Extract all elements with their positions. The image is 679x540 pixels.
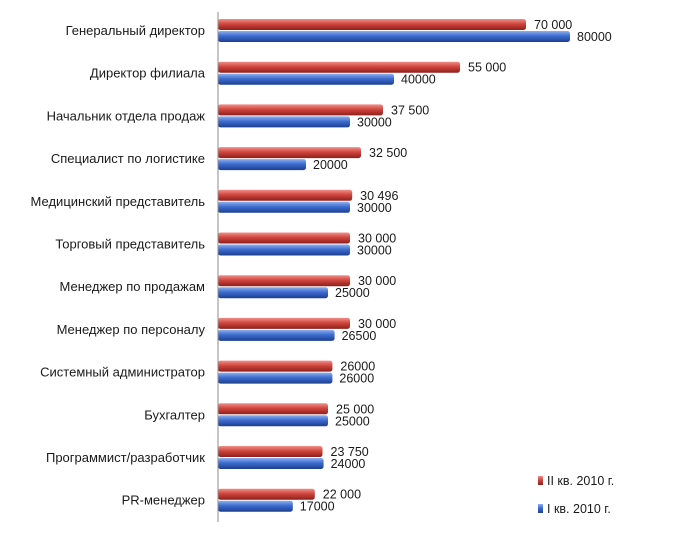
value-label-q2: 25 000 <box>336 402 374 416</box>
bar-q2 <box>218 104 383 116</box>
value-label-q1: 17000 <box>300 500 335 514</box>
value-label-q1: 25000 <box>335 286 370 300</box>
value-label-q2: 26000 <box>340 360 375 374</box>
bar-q1 <box>218 31 570 42</box>
legend-swatch-q2 <box>538 476 543 485</box>
category-label: Менеджер по персоналу <box>57 322 206 337</box>
value-label-q2: 22 000 <box>323 488 361 502</box>
plot-area: Генеральный директор 70 000 80000 Директор … <box>31 18 612 514</box>
bar-q2 <box>218 446 323 457</box>
value-label-q1: 80000 <box>577 30 612 44</box>
category-label: Специалист по логистике <box>51 151 205 166</box>
value-label-q2: 30 000 <box>358 274 396 288</box>
bar-q2 <box>218 403 328 415</box>
value-label-q1: 20000 <box>313 158 348 172</box>
category-label: Торговый представитель <box>55 237 205 252</box>
bar-q2 <box>218 147 361 159</box>
value-label-q2: 37 500 <box>391 103 429 117</box>
legend-swatch-q1 <box>538 504 543 513</box>
category-label: Системный администратор <box>40 365 205 380</box>
value-label-q1: 24000 <box>331 457 366 471</box>
value-label-q2: 32 500 <box>369 146 407 160</box>
bar-q2 <box>218 19 526 30</box>
bar-q1 <box>218 500 293 512</box>
value-label-q1: 30000 <box>357 115 392 129</box>
value-label-q1: 30000 <box>357 201 392 215</box>
bar-q2 <box>218 189 353 201</box>
value-label-q1: 25000 <box>335 414 370 428</box>
legend-label-q2: II кв. 2010 г. <box>547 474 614 488</box>
category-label: Программист/разработчик <box>46 450 205 465</box>
bar-q2 <box>218 275 350 287</box>
value-label-q1: 30000 <box>357 244 392 258</box>
bar-q2 <box>218 488 315 500</box>
bar-q2 <box>218 232 350 244</box>
category-label: Менеджер по продажам <box>60 279 206 294</box>
category-label: PR-менеджер <box>122 493 205 508</box>
bar-q1 <box>218 372 333 384</box>
category-label: Бухгалтер <box>144 407 205 422</box>
bar-q2 <box>218 61 460 73</box>
value-label-q2: 30 000 <box>358 317 396 331</box>
value-label-q1: 40000 <box>401 73 436 87</box>
bar-q2 <box>218 360 333 372</box>
bar-q1 <box>218 329 335 341</box>
bar-q2 <box>218 317 350 329</box>
bar-q1 <box>218 244 350 256</box>
value-label-q2: 55 000 <box>468 61 506 75</box>
legend-label-q1: I кв. 2010 г. <box>547 502 611 516</box>
legend: II кв. 2010 г. I кв. 2010 г. <box>538 474 614 516</box>
bar-q1 <box>218 159 306 171</box>
category-label: Начальник отдела продаж <box>47 108 206 123</box>
bar-q1 <box>218 116 350 128</box>
bar-q1 <box>218 73 394 85</box>
category-label: Генеральный директор <box>66 23 205 38</box>
value-label-q2: 30 496 <box>360 189 398 203</box>
value-label-q1: 26500 <box>342 329 377 343</box>
value-label-q1: 26000 <box>339 372 374 386</box>
bar-q1 <box>218 415 328 427</box>
bar-q1 <box>218 201 350 213</box>
value-label-q2: 23 750 <box>331 445 369 459</box>
category-label: Директор филиала <box>90 66 206 81</box>
value-label-q2: 30 000 <box>358 232 396 246</box>
bar-q1 <box>218 287 328 299</box>
bar-q1 <box>218 458 324 469</box>
category-label: Медицинский представитель <box>31 194 206 209</box>
value-label-q2: 70 000 <box>534 18 572 32</box>
